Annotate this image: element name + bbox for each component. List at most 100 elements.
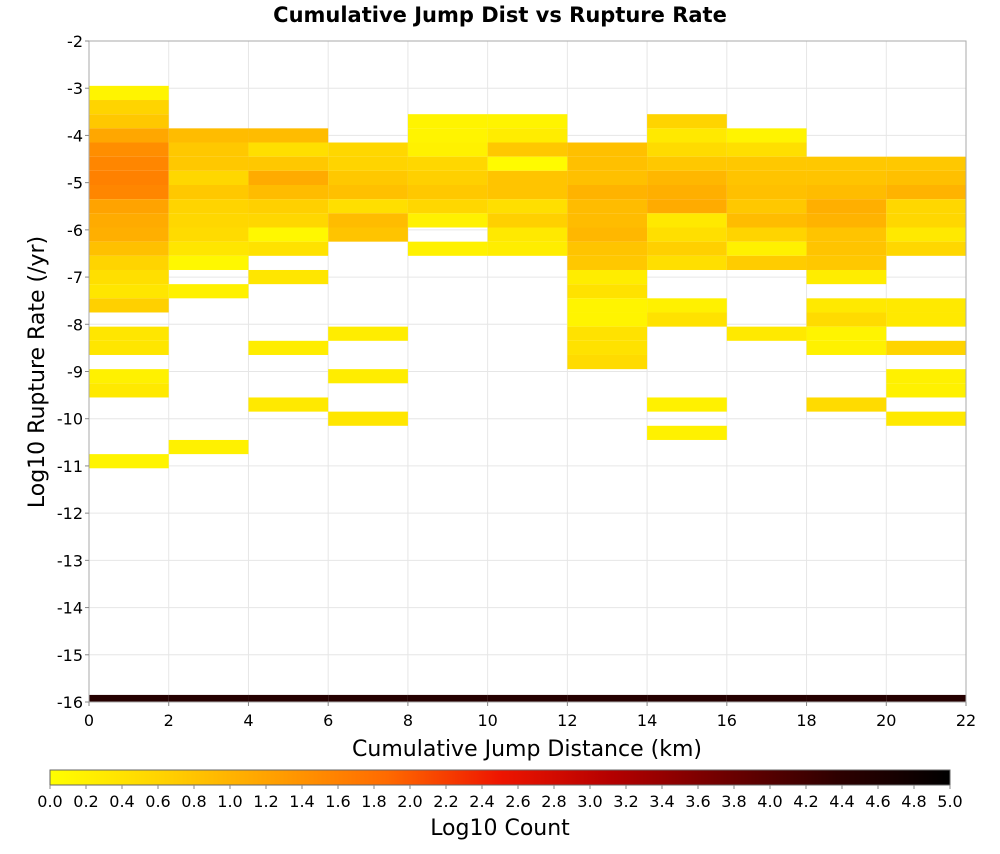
- heatmap-cell: [647, 298, 727, 313]
- heatmap-cell: [248, 213, 329, 228]
- colorbar-tick-label: 4.2: [793, 792, 818, 811]
- heatmap-cell: [248, 241, 329, 256]
- heatmap-cell: [328, 142, 408, 157]
- x-tick-label: 4: [243, 711, 253, 730]
- heatmap-cell: [886, 411, 966, 426]
- colorbar-tick-label: 2.2: [433, 792, 458, 811]
- heatmap-cell: [886, 156, 966, 171]
- heatmap-cell: [89, 284, 169, 299]
- heatmap-cells: [89, 85, 966, 702]
- heatmap-cell: [487, 128, 568, 143]
- y-tick-label: -8: [67, 315, 83, 334]
- heatmap-cell: [647, 142, 727, 157]
- heatmap-cell: [168, 227, 249, 242]
- heatmap-cell: [89, 340, 169, 355]
- baseline-band-cell: [248, 694, 329, 702]
- heatmap-cell: [89, 142, 169, 157]
- heatmap-cell: [407, 241, 488, 256]
- heatmap-cell: [647, 397, 727, 412]
- heatmap-cell: [168, 439, 249, 455]
- baseline-band-cell: [647, 694, 727, 702]
- heatmap-cell: [328, 227, 408, 242]
- heatmap-cell: [487, 142, 568, 157]
- heatmap-cell: [89, 454, 169, 469]
- heatmap-cell: [168, 185, 249, 200]
- heatmap-cell: [89, 185, 169, 200]
- heatmap-cell: [806, 269, 887, 285]
- colorbar-tick-label: 5.0: [937, 792, 962, 811]
- colorbar-tick-label: 3.2: [613, 792, 638, 811]
- heatmap-cell: [806, 340, 887, 355]
- heatmap-cell: [567, 269, 648, 285]
- heatmap-cell: [407, 213, 488, 228]
- colorbar-tick-label: 0.8: [181, 792, 206, 811]
- heatmap-cell: [567, 213, 648, 228]
- heatmap-cell: [168, 128, 249, 143]
- colorbar-tick-label: 1.4: [289, 792, 314, 811]
- heatmap-cell: [328, 185, 408, 200]
- heatmap-cell: [567, 199, 648, 214]
- x-tick-label: 14: [637, 711, 657, 730]
- heatmap-cell: [248, 156, 329, 171]
- heatmap-cell: [248, 142, 329, 157]
- heatmap-cell: [806, 170, 887, 186]
- heatmap-cell: [647, 255, 727, 270]
- heatmap-cell: [567, 340, 648, 355]
- heatmap-cell: [168, 199, 249, 214]
- heatmap-cell: [487, 156, 568, 171]
- colorbar-tick-label: 4.6: [865, 792, 890, 811]
- x-tick-label: 16: [717, 711, 737, 730]
- heatmap-cell: [248, 227, 329, 242]
- heatmap-cell: [89, 114, 169, 129]
- heatmap-cell: [567, 227, 648, 242]
- heatmap-cell: [567, 312, 648, 327]
- heatmap-cell: [248, 397, 329, 412]
- y-tick-label: -9: [67, 363, 83, 382]
- colorbar-tick-label: 3.0: [577, 792, 602, 811]
- heatmap-cell: [328, 326, 408, 341]
- y-tick-label: -15: [57, 646, 83, 665]
- heatmap-cell: [248, 170, 329, 186]
- heatmap-cell: [89, 213, 169, 228]
- y-tick-label: -6: [67, 221, 83, 240]
- heatmap-cell: [647, 199, 727, 214]
- heatmap-cell: [168, 241, 249, 256]
- heatmap-cell: [806, 156, 887, 171]
- heatmap-cell: [407, 114, 488, 129]
- heatmap-cell: [328, 170, 408, 186]
- heatmap-cell: [567, 298, 648, 313]
- heatmap-cell: [328, 199, 408, 214]
- y-tick-label: -3: [67, 79, 83, 98]
- baseline-band-cell: [487, 694, 568, 702]
- baseline-band-cell: [89, 694, 169, 702]
- heatmap-cell: [407, 185, 488, 200]
- heatmap-cell: [89, 100, 169, 115]
- heatmap-cell: [647, 128, 727, 143]
- x-tick-label: 20: [876, 711, 896, 730]
- heatmap-cell: [886, 383, 966, 398]
- heatmap-cell: [487, 170, 568, 186]
- colorbar-tick-label: 3.8: [721, 792, 746, 811]
- heatmap-cell: [168, 156, 249, 171]
- heatmap-cell: [647, 312, 727, 327]
- colorbar-tick-label: 4.0: [757, 792, 782, 811]
- colorbar-tick-label: 1.2: [253, 792, 278, 811]
- heatmap-cell: [726, 185, 807, 200]
- colorbar-tick-label: 0.0: [37, 792, 62, 811]
- colorbar-tick-label: 0.6: [145, 792, 170, 811]
- heatmap-cell: [328, 411, 408, 426]
- y-tick-label: -10: [57, 410, 83, 429]
- heatmap-cell: [168, 142, 249, 157]
- heatmap-cell: [89, 298, 169, 313]
- heatmap-cell: [886, 340, 966, 355]
- heatmap-cell: [89, 85, 169, 101]
- heatmap-cell: [567, 156, 648, 171]
- heatmap-cell: [886, 241, 966, 256]
- heatmap-cell: [89, 128, 169, 143]
- heatmap-cell: [647, 156, 727, 171]
- heatmap-cell: [89, 156, 169, 171]
- heatmap-cell: [407, 170, 488, 186]
- heatmap-cell: [647, 185, 727, 200]
- colorbar-tick-label: 3.4: [649, 792, 674, 811]
- x-tick-label: 6: [323, 711, 333, 730]
